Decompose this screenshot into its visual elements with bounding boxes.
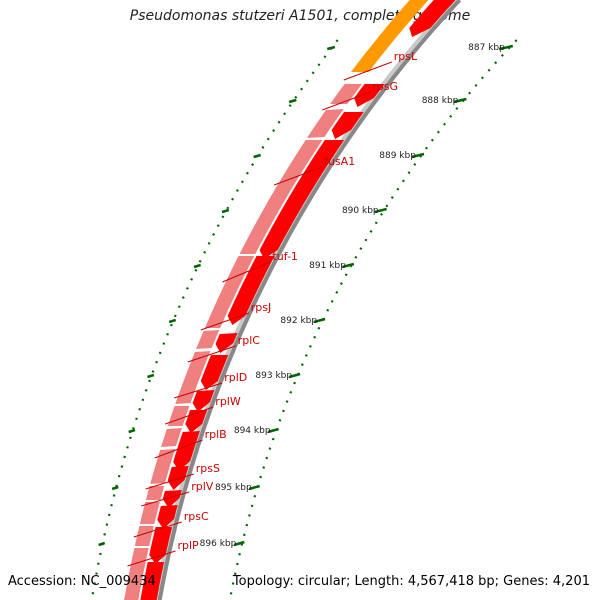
cds-arrow [185, 410, 208, 433]
outer-kbp-tick [111, 485, 119, 491]
gene-label: rpsS [196, 462, 220, 475]
kbp-tick [498, 44, 514, 51]
kbp-tick-label: 895 kbp [215, 483, 252, 493]
kbp-tick [267, 427, 279, 434]
gene-leader-line [127, 550, 176, 567]
feature-block [139, 502, 160, 524]
feature-block [150, 449, 176, 484]
feature-block [330, 84, 362, 104]
feature-track [124, 0, 429, 600]
kbp-tick-label: 892 kbp [280, 316, 317, 326]
outer-kbp-tick [288, 98, 297, 104]
kbp-tick [233, 540, 245, 547]
kbp-tick-label: 887 kbp [468, 43, 505, 53]
gene-label: fusA1 [324, 155, 355, 168]
kbp-tick [342, 262, 355, 269]
cds-arrow [157, 505, 178, 529]
kbp-tick-label: 888 kbp [422, 96, 459, 106]
cds-arrow [200, 355, 229, 390]
cds-arrow [140, 562, 165, 600]
outer-kbp-tick [98, 541, 106, 547]
gene-leader-line [343, 61, 392, 81]
cds-arrow [167, 466, 189, 490]
gene-leader-line [222, 261, 271, 283]
cds-arrow [173, 431, 200, 471]
cds-track [140, 0, 456, 600]
outer-kbp-tick [128, 428, 136, 434]
gene-leader-line [145, 473, 194, 490]
cds-arrow [162, 490, 182, 508]
gene-label: rplP [178, 539, 200, 552]
feature-block [307, 109, 344, 138]
gene-leader-line [141, 491, 190, 507]
kbp-tick [313, 317, 326, 324]
cds-arrow [215, 333, 238, 353]
cds-arrow [331, 112, 364, 139]
gene-labels: rpsL rpsG fusA1 tuf-1 rpsJ rplC rplD rplW rplB rp… [127, 50, 418, 567]
scale-ring: 887 kbp 888 kbp 889 kbp 890 kbp 891 kbp 892 k… [90, 39, 518, 600]
gene-label: rpsJ [251, 301, 271, 314]
topology-label: Topology: circular; Length: 4,567,418 bp… [232, 574, 590, 589]
kbp-tick [411, 152, 425, 159]
backbone-line [157, 0, 462, 600]
cds-arrow [192, 390, 215, 412]
gene-label: tuf-1 [272, 250, 298, 263]
kbp-tick-label: 893 kbp [255, 371, 292, 381]
gene-label: rplV [191, 480, 214, 493]
cds-arrow [227, 256, 275, 325]
outer-kbp-tick [193, 263, 201, 269]
map-title: Pseudomonas stutzeri A1501, complete gen… [129, 8, 471, 24]
cds-arrow [259, 140, 345, 259]
gene-label: rpsL [394, 50, 418, 63]
feature-block [239, 140, 323, 254]
feature-block [175, 351, 211, 404]
gene-leader-line [187, 345, 236, 363]
cds-arrow [149, 527, 173, 564]
kbp-tick-label: 889 kbp [379, 151, 416, 161]
kbp-tick-label: 890 kbp [342, 206, 379, 216]
outer-kbp-tick [221, 208, 230, 214]
rrna-feature [351, 0, 429, 72]
gene-label: rplC [238, 334, 261, 347]
gene-label: rplB [205, 428, 227, 441]
gene-label: rpsC [184, 510, 209, 523]
inner-scale-dots [228, 39, 518, 600]
kbp-tick-label: 896 kbp [200, 539, 237, 549]
kbp-tick [374, 207, 387, 214]
kbp-tick-label: 891 kbp [309, 261, 346, 271]
outer-kbp-tick [147, 373, 155, 379]
kbp-tick [248, 484, 261, 491]
gene-leader-line [200, 312, 249, 331]
kbp-tick [288, 372, 301, 379]
kbp-tick-label: 894 kbp [234, 426, 271, 436]
gene-leader-line [273, 166, 323, 186]
feature-block [196, 330, 220, 349]
accession-label: Accession: NC_009434 [8, 574, 156, 589]
feature-block [161, 428, 182, 447]
gene-leader-line [174, 382, 223, 399]
gene-label: rplW [215, 395, 241, 408]
outer-kbp-tick [168, 318, 177, 324]
feature-block [134, 526, 154, 546]
kbp-tick [453, 97, 467, 104]
feature-block [145, 486, 165, 500]
cds-arrow [354, 84, 385, 107]
gene-leader-line [154, 439, 203, 459]
gene-leader-line [133, 521, 182, 538]
cds-arrow [409, 0, 456, 37]
outer-kbp-tick [253, 153, 262, 159]
gene-leader-line [165, 406, 214, 425]
gene-label: rplD [224, 371, 247, 384]
gene-label: rpsG [372, 80, 398, 93]
outer-kbp-tick [326, 45, 336, 51]
gene-leader-line [322, 91, 371, 111]
